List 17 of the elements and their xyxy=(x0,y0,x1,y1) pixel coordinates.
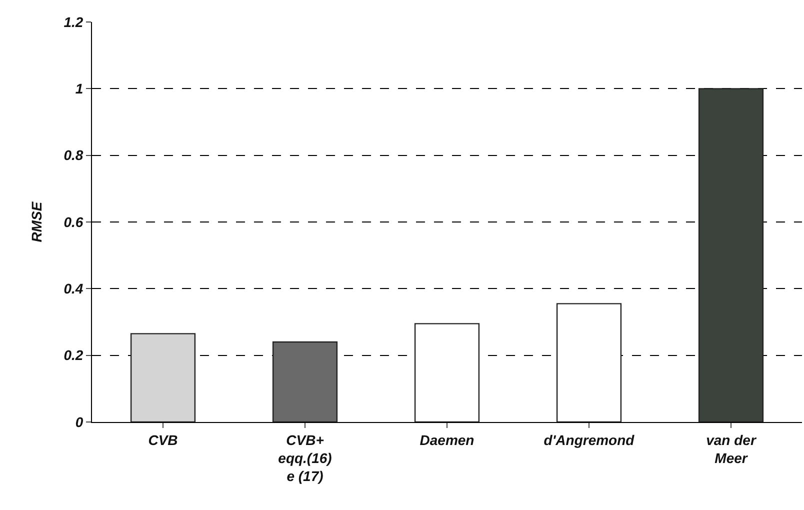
y-tick-label: 1 xyxy=(75,80,84,97)
bar xyxy=(272,341,338,422)
y-axis-title: RMSE xyxy=(28,201,44,242)
x-tick-label: d'Angremond xyxy=(544,432,635,448)
x-tick-label: Daemen xyxy=(420,432,474,448)
y-tick-label: 0.4 xyxy=(64,280,84,297)
bar xyxy=(414,323,480,422)
x-tick-label: CVB xyxy=(148,432,178,448)
y-tick-label: 0.2 xyxy=(64,347,84,364)
x-tick-label: van der Meer xyxy=(706,432,758,466)
y-tick-label: 1.2 xyxy=(64,14,84,30)
y-tick-label: 0.8 xyxy=(64,147,84,164)
bar xyxy=(130,333,196,422)
x-tick-label: CVB+ eqq.(16) e (17) xyxy=(278,432,332,484)
y-tick-label: 0 xyxy=(75,414,84,430)
bar xyxy=(556,303,622,422)
y-tick-label: 0.6 xyxy=(64,214,84,230)
